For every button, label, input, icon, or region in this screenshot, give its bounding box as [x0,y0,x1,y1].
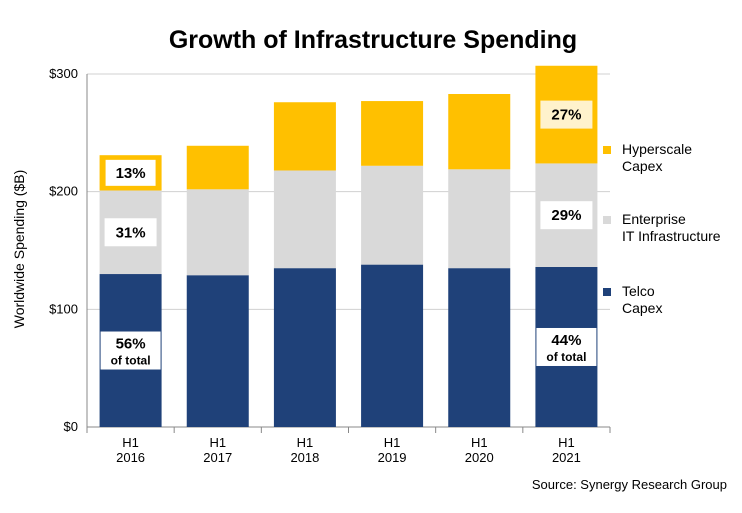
percentage-value: 31% [116,224,146,241]
legend-item: Enterprise IT Infrastructure [603,211,721,244]
bar-segment-telco-capex [186,275,249,427]
x-tick-label: H1 2016 [116,435,145,465]
bar-segment-telco-capex [273,268,336,427]
percentage-label: 27% [540,100,593,129]
bar-segment-enterprise-it-infrastructure [448,169,511,269]
percentage-label-box [540,201,593,230]
bar-segment-enterprise-it-infrastructure [273,170,336,269]
x-tick-label: H1 2018 [290,435,319,465]
percentage-label: 44%of total [536,327,597,366]
bar-segment-telco-capex [448,268,511,427]
legend: Hyperscale Capex Enterprise IT Infrastructu… [603,141,721,316]
y-axis: $0 $100 $200 $300 [49,66,88,434]
percentage-label-box [103,157,158,188]
y-axis-label: Worldwide Spending ($B) [11,170,27,329]
bars [99,65,598,427]
x-tick-label: H1 2021 [552,435,581,465]
percentage-label-box [100,331,161,370]
percentage-subtext: of total [546,350,586,364]
percentage-label: 13% [103,157,158,188]
bar-segment-hyperscale-capex [361,101,424,166]
bar-segment-enterprise-it-infrastructure [361,165,424,265]
y-tick-label: $200 [49,184,78,199]
bar-segment-hyperscale-capex [273,102,336,171]
percentage-label: 31% [104,218,157,247]
y-tick-label: $300 [49,66,78,81]
legend-item: Hyperscale Capex [603,141,692,174]
percentage-subtext: of total [111,354,151,368]
source-note: Source: Synergy Research Group [532,477,727,492]
percentage-label-box [540,100,593,129]
percentage-label: 56%of total [100,331,161,370]
legend-label: Hyperscale Capex [622,141,692,174]
bar-segment-hyperscale-capex [186,145,249,190]
percentage-value: 27% [551,107,581,124]
y-tick-label: $100 [49,301,78,316]
percentage-label: 29% [540,201,593,230]
x-tick-label: H1 2020 [465,435,494,465]
legend-swatch [603,146,611,154]
chart-title: Growth of Infrastructure Spending [169,26,577,54]
legend-item: Telco Capex [603,283,662,316]
percentage-value: 44% [551,332,581,349]
bar-segment-telco-capex [361,264,424,427]
bar-segment-hyperscale-capex [448,94,511,170]
bar-segment-enterprise-it-infrastructure [186,189,249,276]
percentage-label-box [536,327,597,366]
legend-swatch [603,216,611,224]
y-tick-label: $0 [64,419,78,434]
legend-swatch [603,288,611,296]
legend-label: Enterprise IT Infrastructure [622,211,721,244]
x-tick-label: H1 2019 [378,435,407,465]
percentage-value: 56% [116,336,146,353]
x-axis: H1 2016 H1 2017 H1 2018 H1 2019 H1 2020 H1 2021 [86,427,611,465]
x-tick-label: H1 2017 [203,435,232,465]
percentage-label-box [104,218,157,247]
percentage-value: 29% [551,207,581,224]
legend-label: Telco Capex [622,283,662,316]
gridlines [87,73,610,428]
percentage-value: 13% [116,165,146,182]
